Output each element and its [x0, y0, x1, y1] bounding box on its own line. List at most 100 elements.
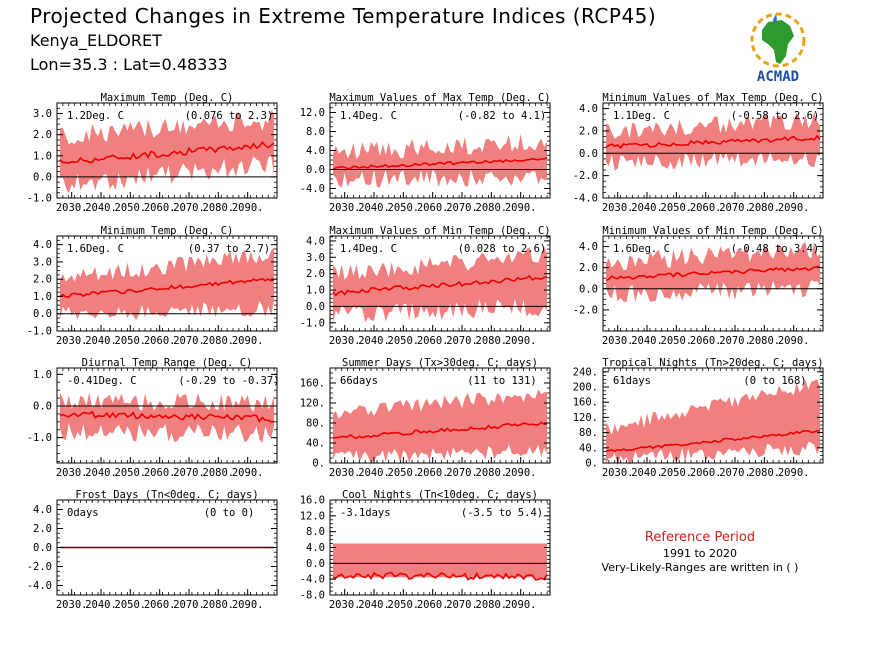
y-tick-label: 120. [573, 412, 598, 424]
y-tick-label: 0.0 [579, 283, 598, 295]
panel-likely-range: (0 to 168) [743, 375, 806, 387]
y-tick-label: 2.0 [306, 268, 325, 280]
y-tick-label: -4.0 [300, 574, 325, 586]
x-tick-label: 2030. [329, 335, 361, 347]
likely-range-band [332, 389, 548, 464]
x-tick-label: 2060. [144, 599, 176, 611]
likely-range-band [332, 134, 548, 188]
panel-title: Maximum Values of Min Temp (Deg. C) [329, 225, 550, 237]
y-tick-label: 160. [300, 378, 325, 390]
x-tick-label: 2030. [56, 335, 88, 347]
y-tick-label: 1.0 [33, 150, 52, 162]
x-tick-label: 2050. [388, 599, 420, 611]
x-tick-label: 2030. [56, 202, 88, 214]
y-tick-label: -1.0 [27, 326, 52, 338]
y-tick-label: -2.0 [27, 561, 52, 573]
y-tick-label: 8.0 [306, 526, 325, 538]
x-tick-label: 2030. [602, 467, 634, 479]
panel-title: Minimum Values of Max Temp (Deg. C) [602, 92, 823, 104]
x-tick-label: 2090. [505, 599, 537, 611]
panel-title: Frost Days (Tn<0deg. C; days) [75, 489, 258, 501]
likely-range-band [605, 379, 821, 466]
mean-series-line [605, 134, 821, 150]
mean-series-line [332, 157, 548, 170]
y-tick-label: 200. [573, 382, 598, 394]
x-tick-label: 2030. [602, 335, 634, 347]
y-tick-label: 0.0 [306, 558, 325, 570]
plot-frame [602, 102, 824, 199]
panel-title: Diurnal Temp Range (Deg. C) [82, 357, 253, 369]
x-tick-label: 2060. [690, 467, 722, 479]
chart-panel-7: 2030.2040.2050.2060.2070.2080.2090. -1.0 0… [27, 357, 280, 479]
x-tick-label: 2060. [417, 335, 449, 347]
y-tick-label: -1.0 [300, 317, 325, 329]
x-tick-label: 2040. [631, 467, 663, 479]
y-tick-label: 12.0 [300, 510, 325, 522]
station-name: Kenya_ELDORET [30, 31, 162, 50]
x-tick-label: 2060. [144, 467, 176, 479]
x-tick-label: 2040. [358, 335, 390, 347]
x-tick-label: 2070. [173, 335, 205, 347]
x-tick-label: 2050. [661, 467, 693, 479]
reference-note: Very-Likely-Ranges are written in ( ) [601, 561, 799, 574]
y-tick-label: 8.0 [306, 126, 325, 138]
panel-change-annotation: 61days [613, 375, 651, 387]
panel-likely-range: (-0.48 to 3.4) [731, 243, 820, 255]
x-tick-label: 2040. [85, 335, 117, 347]
y-tick-label: 0. [312, 458, 325, 470]
panel-change-annotation: 1.4Deg. C [340, 243, 397, 255]
panel-change-annotation: 1.4Deg. C [340, 110, 397, 122]
y-tick-label: 4.0 [579, 103, 598, 115]
y-tick-label: 0.0 [33, 308, 52, 320]
x-tick-label: 2080. [203, 599, 235, 611]
x-tick-label: 2060. [144, 202, 176, 214]
x-tick-label: 2060. [144, 335, 176, 347]
chart-panel-6: 2030.2040.2050.2060.2070.2080.2090. -2.0 0… [573, 225, 824, 347]
x-tick-label: 2060. [417, 202, 449, 214]
panel-likely-range: (11 to 131) [467, 375, 537, 387]
likely-range-band [332, 543, 548, 580]
x-tick-label: 2060. [690, 335, 722, 347]
panel-change-annotation: -0.41Deg. C [67, 375, 137, 387]
plot-frame [329, 235, 551, 332]
x-tick-label: 2040. [631, 202, 663, 214]
plot-frame [602, 367, 824, 464]
panel-likely-range: (-0.29 to -0.37) [178, 375, 279, 387]
y-tick-label: 3.0 [33, 108, 52, 120]
x-tick-label: 2070. [446, 335, 478, 347]
x-tick-label: 2080. [749, 335, 781, 347]
panel-change-annotation: 1.6Deg. C [613, 243, 670, 255]
chart-panel-11: 2030.2040.2050.2060.2070.2080.2090. -8.0 -… [300, 489, 551, 611]
mean-series-line [332, 571, 548, 581]
panel-title: Maximum Values of Max Temp (Deg. C) [329, 92, 550, 104]
panel-title: Maximum Temp (Deg. C) [101, 92, 234, 104]
x-tick-label: 2080. [476, 467, 508, 479]
x-tick-label: 2090. [778, 467, 810, 479]
x-tick-label: 2080. [476, 335, 508, 347]
x-tick-label: 2080. [749, 202, 781, 214]
y-tick-label: 0. [585, 458, 598, 470]
panel-likely-range: (-3.5 to 5.4) [461, 507, 543, 519]
panel-title: Minimum Temp (Deg. C) [101, 225, 234, 237]
reference-years: 1991 to 2020 [662, 547, 738, 560]
mean-series-line [605, 429, 821, 453]
x-tick-label: 2090. [505, 335, 537, 347]
panel-likely-range: (-0.58 to 2.6) [731, 110, 820, 122]
y-tick-label: -4.0 [300, 183, 325, 195]
y-tick-label: -2.0 [573, 170, 598, 182]
panel-likely-range: (0.028 to 2.6) [458, 243, 547, 255]
x-tick-label: 2070. [446, 467, 478, 479]
y-tick-label: 2.0 [579, 262, 598, 274]
y-tick-label: -4.0 [573, 193, 598, 205]
panel-title: Cool Nights (Tn<10deg. C; days) [342, 489, 538, 501]
reference-box: Reference Period 1991 to 2020 Very-Likel… [585, 530, 815, 574]
x-tick-label: 2050. [388, 467, 420, 479]
y-tick-label: 3.0 [33, 256, 52, 268]
chart-panel-8: 2030.2040.2050.2060.2070.2080.2090. 0. 40.… [300, 357, 551, 479]
chart-panel-4: 2030.2040.2050.2060.2070.2080.2090. -1.0 0… [27, 225, 278, 347]
y-tick-label: 80. [579, 427, 598, 439]
x-tick-label: 2070. [173, 599, 205, 611]
y-tick-label: 1.0 [306, 285, 325, 297]
x-tick-label: 2050. [388, 202, 420, 214]
